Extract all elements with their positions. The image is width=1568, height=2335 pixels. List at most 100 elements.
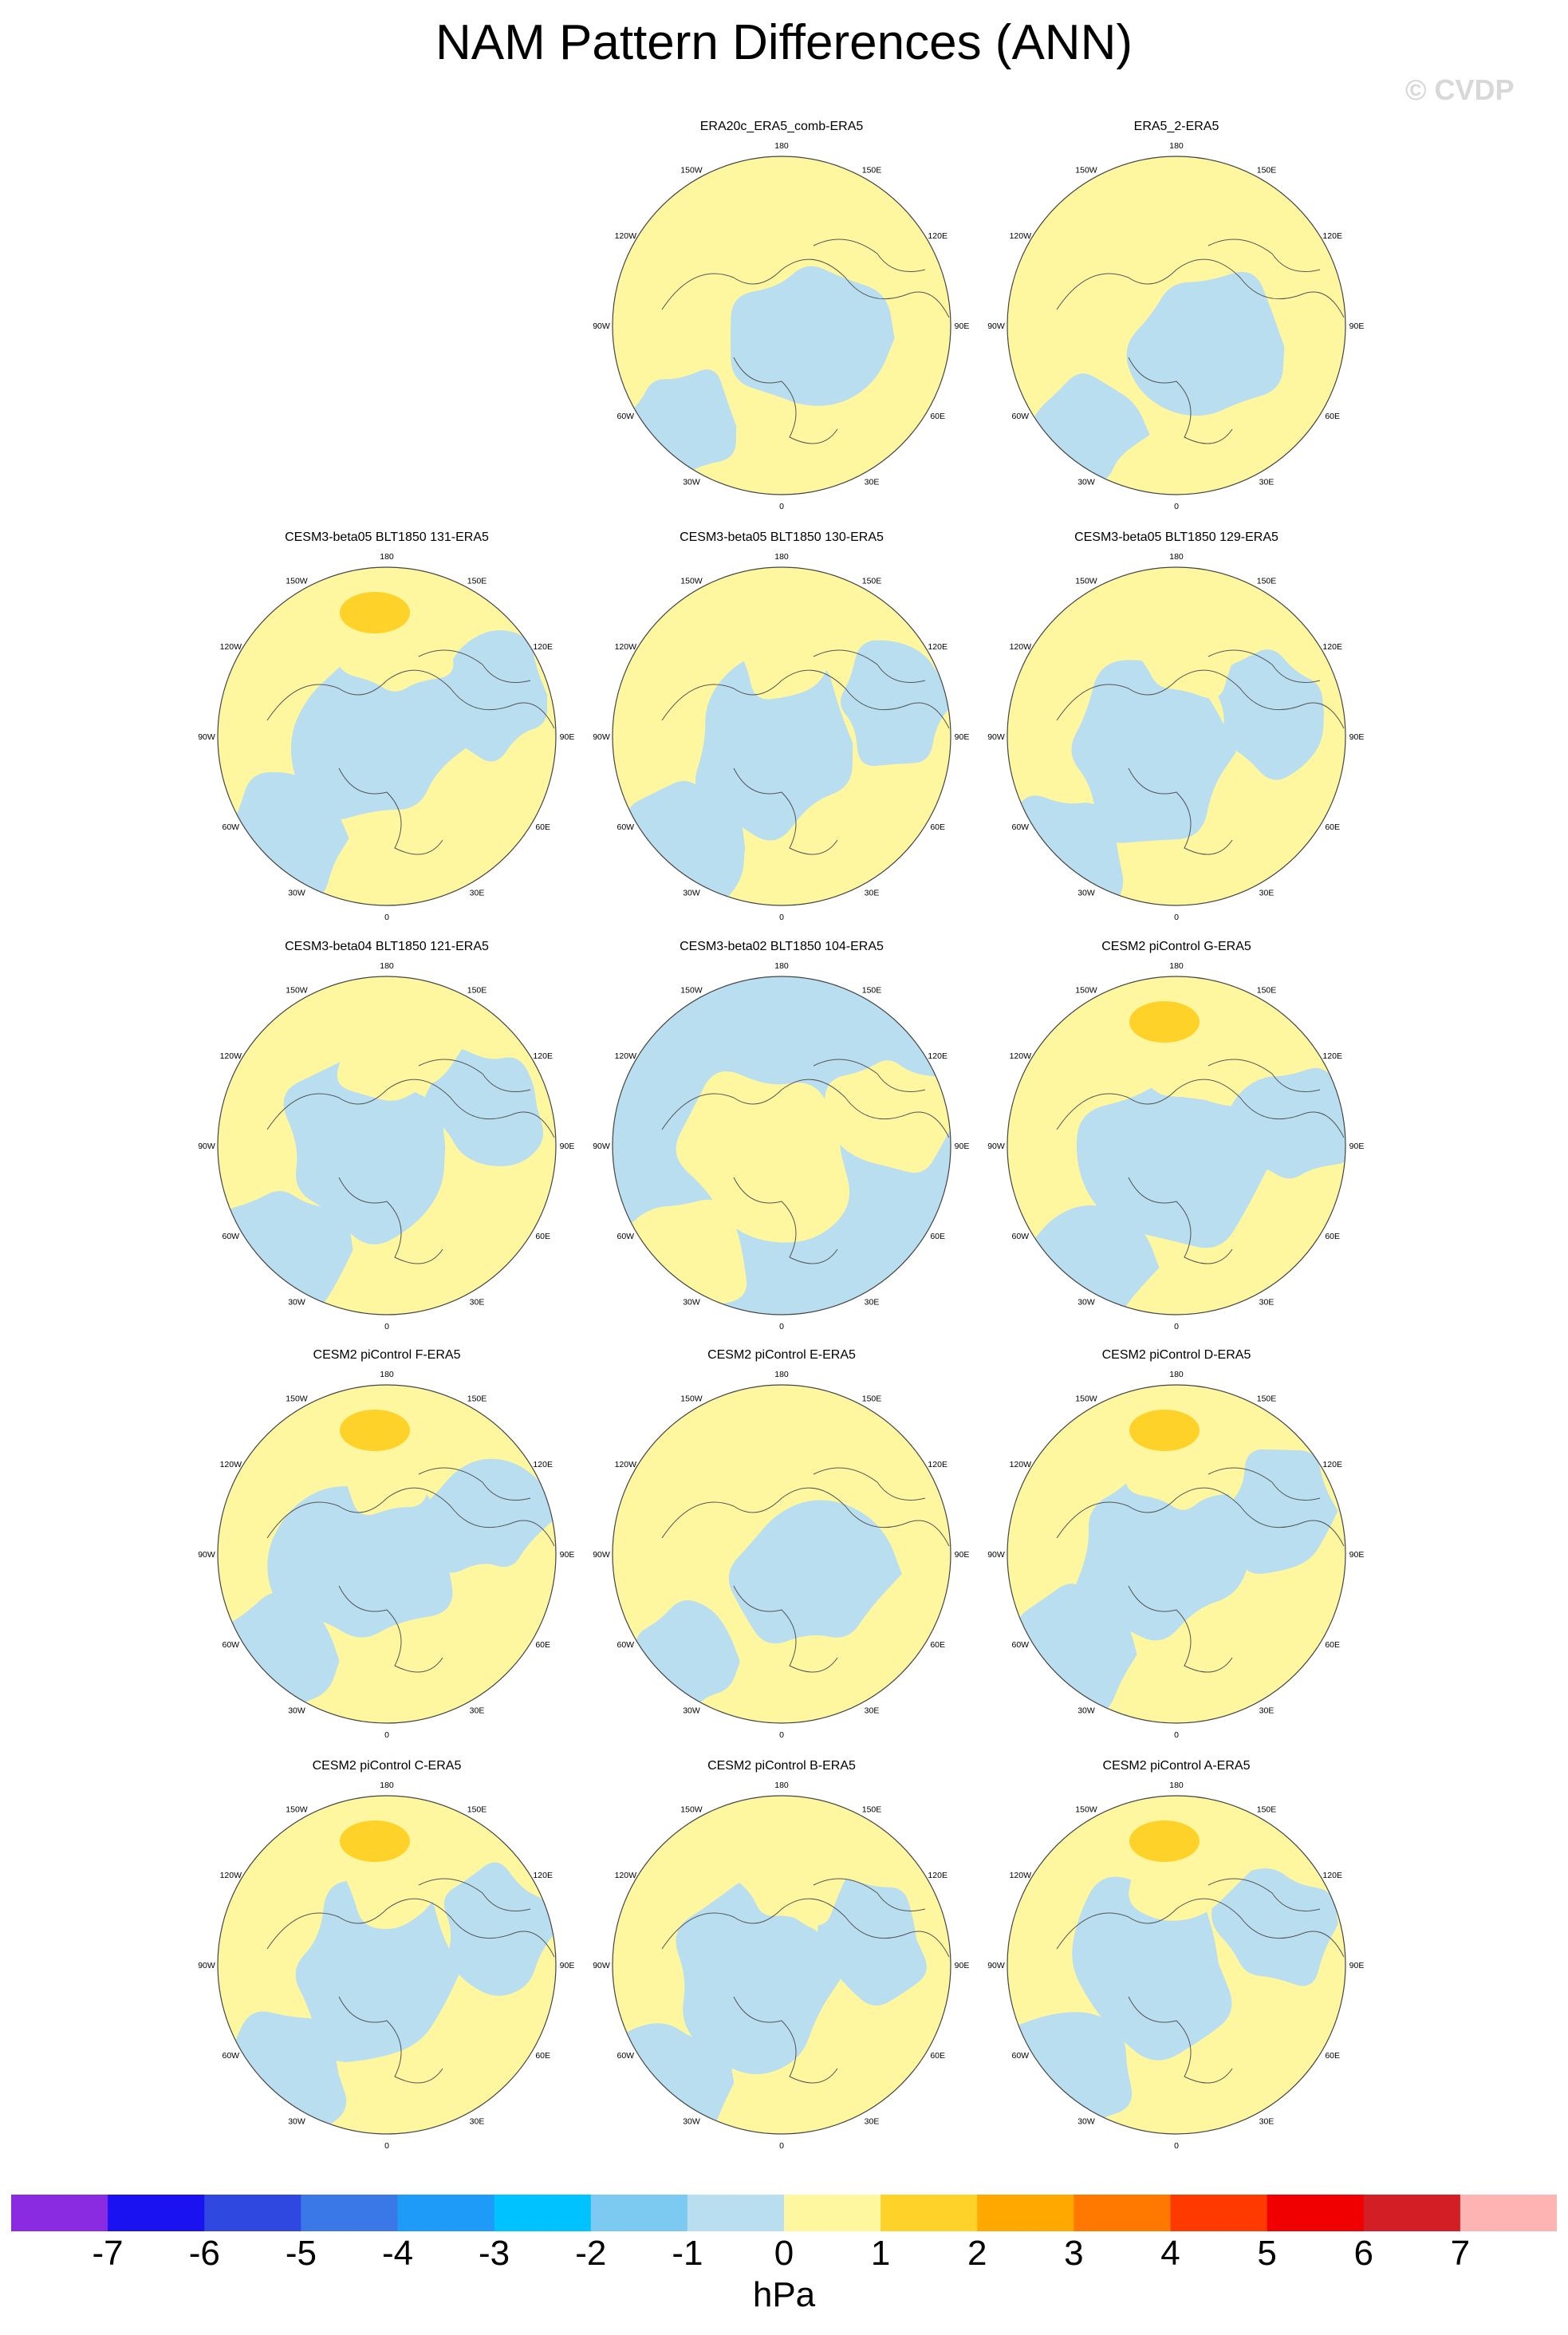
longitude-label: 0 <box>779 1730 784 1740</box>
longitude-label: 90W <box>593 1961 610 1970</box>
longitude-label: 90E <box>955 1961 970 1970</box>
longitude-label: 60W <box>223 822 240 832</box>
polar-map: 180 150E 120E 90E 60E 30E 0 30W 60W 90W 120W 150W <box>987 1781 1364 2151</box>
longitude-label: 120E <box>1322 1460 1342 1469</box>
longitude-label: 30W <box>288 1298 305 1308</box>
map-field-region <box>676 1879 841 2075</box>
longitude-label: 90E <box>955 321 970 331</box>
map-boundary <box>217 1795 557 2135</box>
panel-title: CESM3-beta05 BLT1850 130-ERA5 <box>680 531 884 544</box>
longitude-label: 30W <box>1078 478 1095 487</box>
longitude-label: 150E <box>467 1394 487 1403</box>
map-field-region <box>1213 649 1324 780</box>
longitude-label: 150W <box>680 1394 703 1403</box>
polar-map: 180 150E 120E 90E 60E 30E 0 30W 60W 90W 120W 150W <box>593 1370 970 1740</box>
coastline <box>1056 1467 1345 1673</box>
map-panel: CESM3-beta04 BLT1850 121-ERA5 180 150E 120E… <box>195 940 578 1339</box>
longitude-label: 90W <box>198 732 215 742</box>
longitude-label: 120E <box>928 1460 947 1469</box>
longitude-label: 30E <box>470 2117 485 2127</box>
longitude-label: 150W <box>286 985 308 995</box>
longitude-label: 120W <box>615 1051 637 1061</box>
longitude-label: 60E <box>1325 412 1340 421</box>
longitude-label: 120W <box>220 642 242 652</box>
colorbar-tick-label: -3 <box>479 2234 510 2273</box>
panel-title: CESM2 piControl F-ERA5 <box>313 1348 461 1362</box>
longitude-label: 60W <box>223 2051 240 2061</box>
map-field-region <box>1224 1067 1345 1179</box>
polar-map: 180 150E 120E 90E 60E 30E 0 30W 60W 90W 120W 150W <box>593 961 970 1331</box>
longitude-label: 60E <box>1325 1232 1340 1241</box>
longitude-label: 120E <box>533 1871 553 1880</box>
longitude-label: 0 <box>1174 1322 1179 1331</box>
colorbar <box>11 2195 1557 2231</box>
longitude-label: 150W <box>286 576 308 586</box>
longitude-label: 30W <box>683 1298 700 1308</box>
longitude-label: 90E <box>560 1961 575 1970</box>
map-boundary <box>1007 976 1346 1315</box>
map-field-region <box>267 1475 453 1638</box>
longitude-label: 180 <box>774 961 789 971</box>
longitude-label: 60W <box>223 1232 240 1241</box>
longitude-label: 150E <box>1257 1394 1277 1403</box>
longitude-label: 90W <box>198 1961 215 1970</box>
map-field-region <box>283 1054 446 1244</box>
longitude-label: 90E <box>955 1550 970 1560</box>
longitude-label: 90E <box>955 1142 970 1151</box>
colorbar-tick-label: -7 <box>92 2234 124 2273</box>
longitude-label: 90E <box>1349 732 1365 742</box>
map-field-max-region <box>340 592 410 633</box>
longitude-label: 120E <box>928 1871 947 1880</box>
longitude-label: 60E <box>930 412 945 421</box>
colorbar-swatch <box>1074 2195 1172 2231</box>
map-boundary <box>217 566 557 906</box>
map-boundary <box>1007 1795 1346 2135</box>
polar-map: 180 150E 120E 90E 60E 30E 0 30W 60W 90W 120W 150W <box>593 552 969 922</box>
longitude-label: 60W <box>617 822 635 832</box>
longitude-label: 150W <box>1075 985 1097 995</box>
map-field-region <box>1072 1876 1232 2061</box>
longitude-label: 150W <box>1075 576 1097 586</box>
longitude-label: 30E <box>470 889 485 898</box>
map-panel: CESM2 piControl A-ERA5 180 150E 120E 90E 60E 3… <box>985 1759 1368 2158</box>
polar-map: 180 150E 120E 90E 60E 30E 0 30W 60W 90W 120W 150W <box>198 1370 574 1740</box>
longitude-label: 30W <box>683 1706 700 1716</box>
panel-title: CESM2 piControl B-ERA5 <box>707 1759 856 1773</box>
polar-map: 180 150E 120E 90E 60E 30E 0 30W 60W 90W 120W 150W <box>198 552 574 922</box>
colorbar-tick-label: 6 <box>1353 2234 1374 2273</box>
map-panel: CESM2 piControl F-ERA5 180 150E 120E 90E 60E 3… <box>195 1348 578 1747</box>
longitude-label: 30W <box>1078 1298 1095 1308</box>
longitude-label: 150W <box>1075 1804 1097 1814</box>
longitude-label: 60W <box>1012 822 1030 832</box>
panel-title: CESM3-beta05 BLT1850 129-ERA5 <box>1074 531 1278 544</box>
map-boundary <box>612 156 951 495</box>
longitude-label: 30E <box>470 1298 485 1308</box>
longitude-label: 150E <box>862 576 882 586</box>
map-panel: ERA20c_ERA5_comb-ERA5 180 150E 120E 90E 60E 30… <box>590 120 973 519</box>
longitude-label: 0 <box>384 2141 389 2151</box>
longitude-label: 30W <box>683 889 700 898</box>
map-field-region <box>825 1060 951 1173</box>
longitude-label: 150W <box>680 576 703 586</box>
coastline <box>266 1059 555 1264</box>
longitude-label: 150W <box>1075 165 1097 175</box>
map-panel: CESM2 piControl G-ERA5 180 150E 120E 90E 60E 3… <box>985 940 1368 1339</box>
panel-title: ERA5_2-ERA5 <box>1133 120 1219 133</box>
cvdp-watermark: © CVDP <box>1405 73 1515 106</box>
coastline <box>661 1059 950 1264</box>
longitude-label: 60W <box>1012 2051 1030 2061</box>
map-boundary <box>612 1384 951 1724</box>
longitude-label: 30W <box>1078 2117 1095 2127</box>
longitude-label: 60W <box>617 2051 635 2061</box>
colorbar-tick-label: -6 <box>188 2234 220 2273</box>
longitude-label: 90W <box>593 1550 610 1560</box>
map-panel: CESM2 piControl C-ERA5 180 150E 120E 90E 60E 3… <box>195 1759 578 2158</box>
longitude-label: 30W <box>683 478 700 487</box>
longitude-label: 0 <box>779 913 784 922</box>
longitude-label: 60E <box>535 1232 550 1241</box>
map-field-region <box>1126 271 1285 416</box>
panel-title: CESM3-beta05 BLT1850 131-ERA5 <box>285 531 489 544</box>
longitude-label: 120E <box>928 231 947 241</box>
longitude-label: 150W <box>286 1394 308 1403</box>
colorbar-tick-label: 4 <box>1160 2234 1180 2273</box>
